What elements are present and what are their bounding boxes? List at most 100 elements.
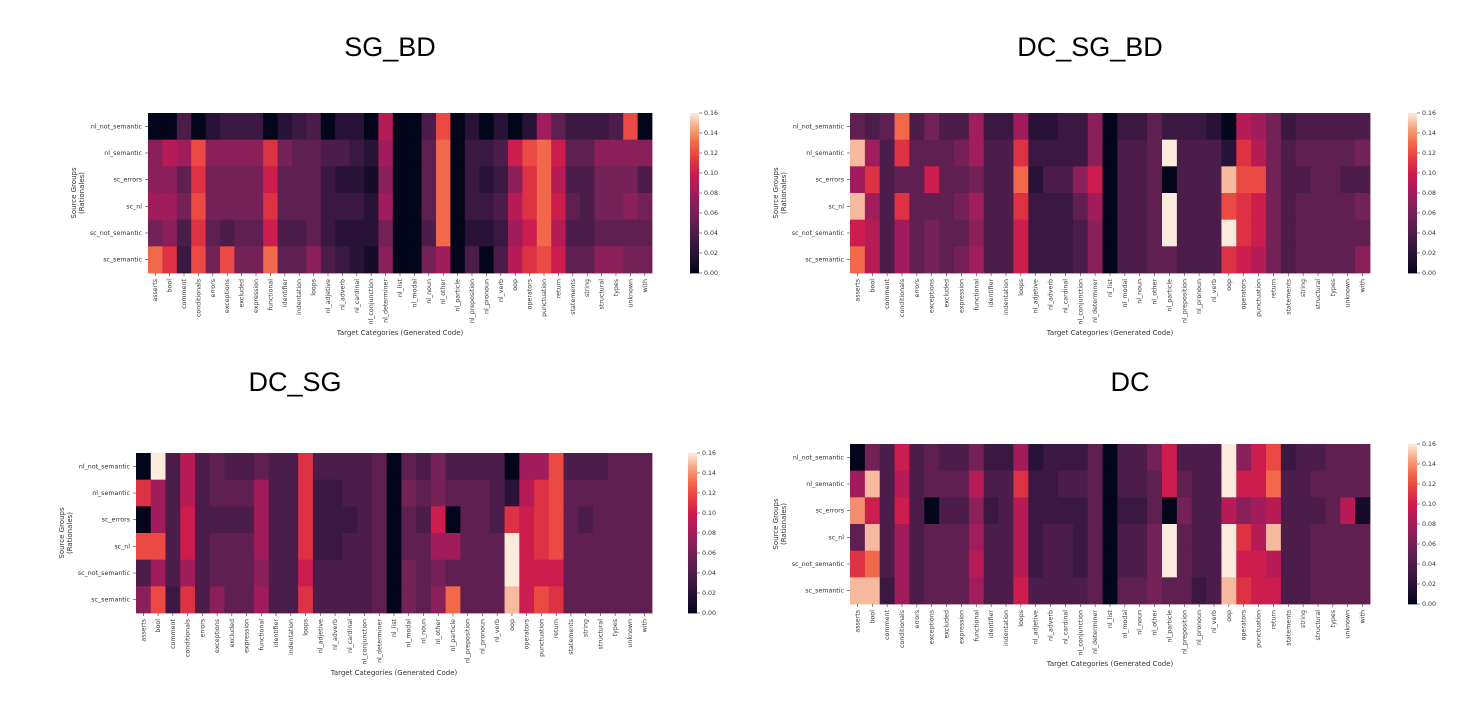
column-tick-label: excluded — [944, 610, 951, 638]
column-tick-label: oop — [1226, 279, 1233, 291]
colorbar-tick-label: 0.08 — [702, 530, 716, 537]
colorbar-segment — [688, 588, 697, 591]
heatmap-cell — [1072, 497, 1089, 525]
colorbar-segment — [690, 228, 699, 231]
column-tick-label: nl_determiner — [376, 619, 383, 663]
colorbar-segment — [688, 475, 697, 479]
heatmap-cell — [1325, 166, 1341, 194]
heatmap-cell — [522, 193, 538, 221]
heatmap-cell — [220, 219, 235, 247]
colorbar-tick-label: 0.12 — [702, 490, 716, 497]
colorbar-segment — [690, 175, 699, 179]
heatmap-cell — [450, 193, 466, 221]
heatmap-cell — [1013, 550, 1029, 578]
heatmap-cell — [1176, 497, 1193, 525]
colorbar-tick-label: 0.16 — [1422, 110, 1436, 117]
heatmap-cell — [1355, 219, 1371, 247]
colorbar-segment — [688, 460, 697, 464]
column-tick-label: comment — [884, 278, 891, 308]
column-tick-label: errors — [914, 610, 921, 629]
heatmap-cell — [968, 193, 985, 221]
row-tick-label: sc_errors — [114, 177, 142, 184]
heatmap-cell — [1191, 470, 1207, 498]
heatmap-cell — [968, 219, 985, 247]
heatmap-cell — [954, 113, 970, 141]
heatmap-cell — [386, 506, 402, 534]
colorbar-segment — [690, 210, 699, 214]
column-tick-label: statements — [1285, 279, 1292, 315]
heatmap-cell — [594, 139, 610, 167]
column-tick-label: nl_adjetive — [1033, 610, 1040, 644]
colorbar-segment — [688, 480, 697, 484]
colorbar-segment — [1408, 446, 1417, 450]
heatmap-cell — [954, 139, 970, 167]
colorbar-segment — [690, 135, 699, 139]
row-tick-label: nl_not_semantic — [79, 463, 131, 470]
heatmap-cell — [1355, 524, 1371, 552]
column-tick-label: identifier — [273, 619, 280, 648]
heatmap-cell — [983, 577, 999, 605]
colorbar-segment — [688, 523, 697, 526]
heatmap-cell — [1280, 246, 1297, 274]
heatmap-cell — [335, 193, 350, 221]
colorbar-segment — [688, 530, 697, 534]
colorbar-segment — [1408, 253, 1417, 256]
colorbar-segment — [1408, 218, 1417, 221]
heatmap-cell — [248, 219, 264, 247]
heatmap-cell — [1028, 550, 1044, 578]
column-tick-label: conditionals — [185, 619, 192, 657]
column-tick-label: conditionals — [899, 610, 906, 648]
column-tick-label: nl_modal — [1122, 279, 1129, 308]
heatmap-cell — [277, 139, 293, 167]
heatmap-cell — [1072, 524, 1089, 552]
colorbar-segment — [1408, 198, 1417, 201]
colorbar-segment — [688, 578, 697, 581]
colorbar-segment — [690, 173, 699, 176]
colorbar-segment — [1408, 491, 1417, 495]
heatmap-cell — [637, 139, 653, 167]
heatmap-cell — [445, 479, 461, 507]
column-tick-label: loops — [303, 619, 310, 636]
heatmap-cell — [357, 533, 373, 561]
heatmap-cell — [1191, 193, 1207, 221]
heatmap-cell — [983, 139, 999, 167]
heatmap-cell — [998, 139, 1014, 167]
heatmap-cell — [421, 139, 437, 167]
heatmap-cell — [909, 113, 925, 141]
heatmap-cell — [983, 219, 999, 247]
colorbar-segment — [1408, 556, 1417, 560]
heatmap-cell — [342, 453, 358, 481]
heatmap-cell — [594, 246, 610, 274]
colorbar-segment — [688, 603, 697, 606]
heatmap-cell — [1043, 444, 1059, 472]
heatmap-cell — [150, 506, 166, 534]
column-tick-label: nl_adjetive — [317, 619, 324, 653]
heatmap-cell — [1191, 444, 1207, 472]
heatmap-cell — [1206, 113, 1222, 141]
column-tick-label: operators — [1241, 610, 1248, 640]
heatmap-cell — [864, 219, 881, 247]
column-tick-label: structural — [1315, 279, 1322, 310]
colorbar-segment — [1408, 599, 1417, 602]
heatmap-cell — [148, 246, 163, 274]
heatmap-cell — [1236, 113, 1252, 141]
colorbar-segment — [690, 198, 699, 201]
heatmap-cell — [608, 166, 624, 194]
column-tick-label: nl_particle — [1166, 279, 1173, 312]
heatmap-cell — [1310, 219, 1326, 247]
heatmap-cell — [548, 559, 564, 587]
heatmap-cell — [593, 506, 609, 534]
colorbar-segment — [688, 550, 697, 554]
colorbar-segment — [1408, 195, 1417, 199]
colorbar-segment — [688, 538, 697, 541]
heatmap-cell — [1280, 139, 1297, 167]
heatmap-cell — [1325, 246, 1341, 274]
colorbar-segment — [1408, 486, 1417, 490]
colorbar-segment — [690, 160, 699, 164]
heatmap-cell — [1102, 139, 1118, 167]
heatmap-cell — [578, 479, 594, 507]
heatmap-cell — [1221, 139, 1237, 167]
colorbar-segment — [688, 540, 697, 544]
heatmap-cell — [1132, 166, 1148, 194]
heatmap-cell — [1340, 166, 1356, 194]
